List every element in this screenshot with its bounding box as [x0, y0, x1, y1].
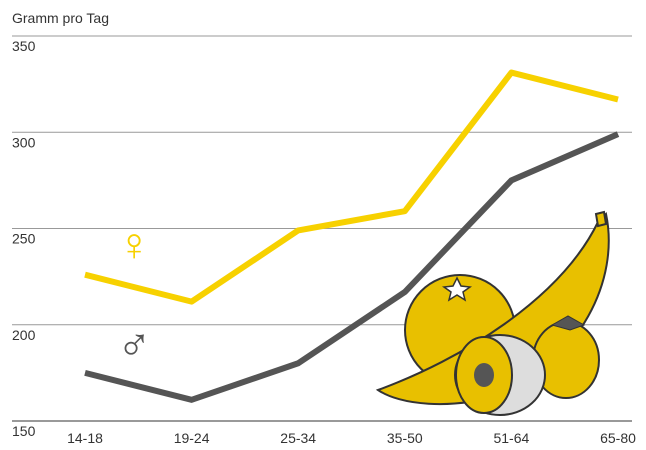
y-tick-label: 300 — [12, 134, 36, 150]
series-line — [84, 69, 619, 305]
legend-symbol: ♂ — [117, 316, 152, 368]
x-tick-label: 19-24 — [174, 430, 210, 446]
x-tick-label: 51-64 — [493, 430, 529, 446]
fruit-illustration — [375, 210, 610, 416]
series-line — [84, 131, 620, 403]
x-tick-label: 35-50 — [387, 430, 423, 446]
y-tick-label: 250 — [12, 231, 36, 247]
y-tick-label: 350 — [12, 38, 36, 54]
y-axis-label: Gramm pro Tag — [12, 10, 109, 26]
y-tick-label: 150 — [12, 423, 36, 439]
x-tick-label: 25-34 — [280, 430, 316, 446]
y-tick-label: 200 — [12, 327, 36, 343]
legend-symbol: ♀ — [117, 218, 152, 270]
x-tick-label: 14-18 — [67, 430, 103, 446]
x-tick-label: 65-80 — [600, 430, 636, 446]
